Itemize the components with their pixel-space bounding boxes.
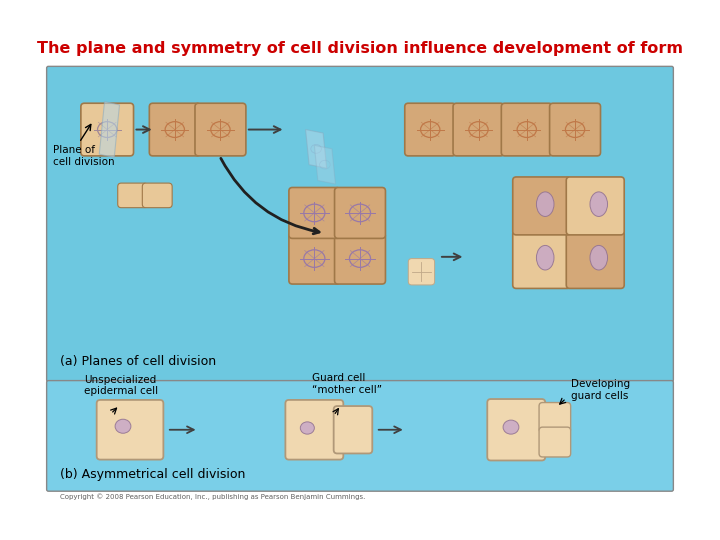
FancyBboxPatch shape	[453, 103, 504, 156]
FancyBboxPatch shape	[539, 402, 571, 433]
Ellipse shape	[300, 422, 315, 434]
FancyBboxPatch shape	[513, 231, 571, 288]
Text: (b) Asymmetrical cell division: (b) Asymmetrical cell division	[60, 468, 246, 481]
FancyBboxPatch shape	[285, 400, 343, 460]
Ellipse shape	[503, 420, 519, 434]
FancyBboxPatch shape	[149, 103, 200, 156]
FancyBboxPatch shape	[118, 183, 148, 208]
Text: Developing
guard cells: Developing guard cells	[571, 380, 630, 401]
FancyBboxPatch shape	[335, 187, 385, 238]
Ellipse shape	[590, 192, 608, 217]
FancyBboxPatch shape	[549, 103, 600, 156]
Bar	[44, 33, 676, 64]
Polygon shape	[315, 145, 336, 184]
Polygon shape	[99, 102, 120, 158]
FancyBboxPatch shape	[405, 103, 456, 156]
FancyBboxPatch shape	[501, 103, 552, 156]
FancyBboxPatch shape	[47, 66, 673, 381]
FancyBboxPatch shape	[195, 103, 246, 156]
FancyBboxPatch shape	[289, 187, 340, 238]
FancyBboxPatch shape	[335, 233, 385, 284]
FancyBboxPatch shape	[408, 259, 435, 285]
Ellipse shape	[115, 419, 131, 433]
FancyBboxPatch shape	[333, 406, 372, 454]
FancyBboxPatch shape	[513, 177, 571, 235]
Ellipse shape	[536, 192, 554, 217]
FancyBboxPatch shape	[289, 233, 340, 284]
FancyBboxPatch shape	[143, 183, 172, 208]
FancyBboxPatch shape	[96, 400, 163, 460]
Ellipse shape	[590, 245, 608, 270]
FancyBboxPatch shape	[566, 231, 624, 288]
Polygon shape	[305, 130, 327, 168]
FancyBboxPatch shape	[47, 381, 673, 491]
FancyBboxPatch shape	[566, 177, 624, 235]
FancyBboxPatch shape	[539, 427, 571, 457]
Text: Guard cell
“mother cell”: Guard cell “mother cell”	[312, 373, 382, 395]
FancyBboxPatch shape	[487, 399, 545, 461]
Text: Copyright © 2008 Pearson Education, Inc., publishing as Pearson Benjamin Cumming: Copyright © 2008 Pearson Education, Inc.…	[60, 494, 365, 500]
Ellipse shape	[536, 245, 554, 270]
Text: Plane of
cell division: Plane of cell division	[53, 145, 114, 167]
Text: The plane and symmetry of cell division influence development of form: The plane and symmetry of cell division …	[37, 41, 683, 56]
Text: (a) Planes of cell division: (a) Planes of cell division	[60, 355, 216, 368]
Text: Unspecialized
epidermal cell: Unspecialized epidermal cell	[84, 375, 158, 396]
FancyBboxPatch shape	[81, 103, 133, 156]
